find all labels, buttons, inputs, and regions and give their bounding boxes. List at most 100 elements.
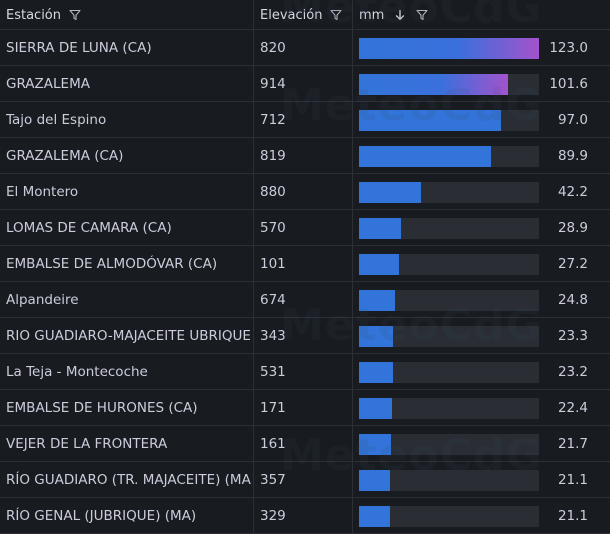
station-name-cell: Alpandeire bbox=[6, 291, 79, 308]
column-header-station[interactable]: Estación bbox=[6, 0, 252, 30]
elevation-cell: 914 bbox=[260, 75, 286, 92]
bar-gauge-track bbox=[359, 38, 539, 59]
station-name-cell: VEJER DE LA FRONTERA bbox=[6, 435, 168, 452]
bar-gauge-fill bbox=[359, 290, 395, 311]
table-row[interactable]: RIO GUADIARO-MAJACEITE UBRIQUE 343 23.3 bbox=[0, 318, 610, 354]
bar-gauge-fill bbox=[359, 434, 391, 455]
table-row[interactable]: SIERRA DE LUNA (CA) 820 123.0 bbox=[0, 30, 610, 66]
sort-descending-icon[interactable] bbox=[394, 9, 406, 21]
table-header: Estación Elevación mm bbox=[0, 0, 610, 30]
station-name-cell: Tajo del Espino bbox=[6, 111, 107, 128]
elevation-cell: 531 bbox=[260, 363, 286, 380]
mm-bar-cell bbox=[359, 30, 539, 65]
bar-gauge-track bbox=[359, 218, 539, 239]
station-name-cell: RIO GUADIARO-MAJACEITE UBRIQUE bbox=[6, 327, 251, 344]
station-name-cell: La Teja - Montecoche bbox=[6, 363, 148, 380]
column-header-mm-label: mm bbox=[359, 7, 385, 23]
mm-bar-cell bbox=[359, 210, 539, 245]
bar-gauge-fill bbox=[359, 326, 393, 347]
mm-bar-cell bbox=[359, 102, 539, 137]
station-name-cell: LOMAS DE CAMARA (CA) bbox=[6, 219, 172, 236]
bar-gauge-fill bbox=[359, 218, 401, 239]
mm-value-cell: 97.0 bbox=[557, 111, 588, 128]
bar-gauge-track bbox=[359, 470, 539, 491]
station-name-cell: RÍO GUADIARO (TR. MAJACEITE) (MA) bbox=[6, 471, 252, 488]
bar-gauge-fill bbox=[359, 182, 421, 203]
table-row[interactable]: EMBALSE DE ALMODÓVAR (CA) 101 27.2 bbox=[0, 246, 610, 282]
elevation-cell: 343 bbox=[260, 327, 286, 344]
mm-bar-cell bbox=[359, 246, 539, 281]
filter-icon[interactable] bbox=[416, 9, 428, 21]
table-row[interactable]: RÍO GENAL (JUBRIQUE) (MA) 329 21.1 bbox=[0, 498, 610, 534]
station-name-cell: El Montero bbox=[6, 183, 79, 200]
column-divider[interactable] bbox=[253, 0, 254, 533]
column-header-elevation[interactable]: Elevación bbox=[260, 0, 350, 30]
table-row[interactable]: GRAZALEMA (CA) 819 89.9 bbox=[0, 138, 610, 174]
mm-value-cell: 42.2 bbox=[557, 183, 588, 200]
elevation-cell: 101 bbox=[260, 255, 286, 272]
elevation-cell: 819 bbox=[260, 147, 286, 164]
bar-gauge-fill bbox=[359, 362, 393, 383]
bar-gauge-track bbox=[359, 506, 539, 527]
mm-value-cell: 21.1 bbox=[557, 471, 588, 488]
mm-bar-cell bbox=[359, 498, 539, 533]
bar-gauge-fill bbox=[359, 146, 491, 167]
table-row[interactable]: El Montero 880 42.2 bbox=[0, 174, 610, 210]
mm-value-cell: 23.3 bbox=[557, 327, 588, 344]
bar-gauge-track bbox=[359, 326, 539, 347]
table-row[interactable]: GRAZALEMA 914 101.6 bbox=[0, 66, 610, 102]
bar-gauge-fill bbox=[359, 38, 539, 59]
filter-icon[interactable] bbox=[69, 9, 81, 21]
mm-bar-cell bbox=[359, 462, 539, 497]
elevation-cell: 674 bbox=[260, 291, 286, 308]
table-row[interactable]: VEJER DE LA FRONTERA 161 21.7 bbox=[0, 426, 610, 462]
mm-value-cell: 89.9 bbox=[557, 147, 588, 164]
mm-value-cell: 21.1 bbox=[557, 507, 588, 524]
mm-value-cell: 24.8 bbox=[557, 291, 588, 308]
mm-bar-cell bbox=[359, 282, 539, 317]
bar-gauge-fill bbox=[359, 74, 508, 95]
table-row[interactable]: Tajo del Espino 712 97.0 bbox=[0, 102, 610, 138]
mm-value-cell: 123.0 bbox=[549, 39, 588, 56]
bar-gauge-fill bbox=[359, 254, 399, 275]
table-row[interactable]: La Teja - Montecoche 531 23.2 bbox=[0, 354, 610, 390]
mm-bar-cell bbox=[359, 390, 539, 425]
column-divider[interactable] bbox=[352, 0, 353, 533]
bar-gauge-track bbox=[359, 182, 539, 203]
filter-icon[interactable] bbox=[330, 9, 342, 21]
table-row[interactable]: RÍO GUADIARO (TR. MAJACEITE) (MA) 357 21.1 bbox=[0, 462, 610, 498]
table-row[interactable]: LOMAS DE CAMARA (CA) 570 28.9 bbox=[0, 210, 610, 246]
mm-value-cell: 101.6 bbox=[549, 75, 588, 92]
bar-gauge-track bbox=[359, 254, 539, 275]
column-header-mm[interactable]: mm bbox=[359, 0, 599, 30]
mm-bar-cell bbox=[359, 426, 539, 461]
mm-value-cell: 28.9 bbox=[557, 219, 588, 236]
station-name-cell: GRAZALEMA (CA) bbox=[6, 147, 124, 164]
station-name-cell: RÍO GENAL (JUBRIQUE) (MA) bbox=[6, 507, 197, 524]
column-header-elevation-label: Elevación bbox=[260, 7, 323, 23]
table-row[interactable]: EMBALSE DE HURONES (CA) 171 22.4 bbox=[0, 390, 610, 426]
bar-gauge-track bbox=[359, 362, 539, 383]
mm-bar-cell bbox=[359, 138, 539, 173]
bar-gauge-track bbox=[359, 146, 539, 167]
bar-gauge-track bbox=[359, 290, 539, 311]
mm-value-cell: 22.4 bbox=[557, 399, 588, 416]
bar-gauge-track bbox=[359, 110, 539, 131]
elevation-cell: 329 bbox=[260, 507, 286, 524]
elevation-cell: 712 bbox=[260, 111, 286, 128]
elevation-cell: 357 bbox=[260, 471, 286, 488]
elevation-cell: 880 bbox=[260, 183, 286, 200]
mm-value-cell: 23.2 bbox=[557, 363, 588, 380]
elevation-cell: 820 bbox=[260, 39, 286, 56]
mm-value-cell: 21.7 bbox=[557, 435, 588, 452]
table-row[interactable]: Alpandeire 674 24.8 bbox=[0, 282, 610, 318]
mm-bar-cell bbox=[359, 66, 539, 101]
station-name-cell: SIERRA DE LUNA (CA) bbox=[6, 39, 152, 56]
station-name-cell: GRAZALEMA bbox=[6, 75, 90, 92]
mm-bar-cell bbox=[359, 354, 539, 389]
bar-gauge-track bbox=[359, 398, 539, 419]
elevation-cell: 171 bbox=[260, 399, 286, 416]
bar-gauge-track bbox=[359, 74, 539, 95]
bar-gauge-fill bbox=[359, 398, 392, 419]
